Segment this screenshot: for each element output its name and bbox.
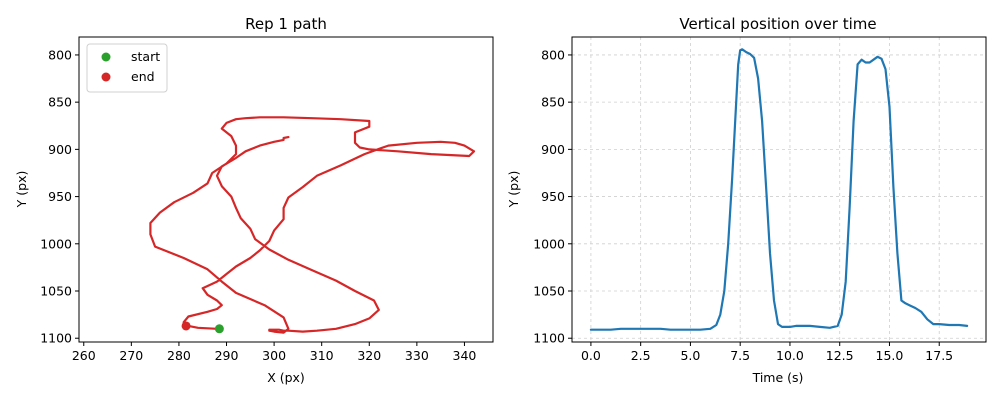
- y-axis-label-right: Y (px): [506, 171, 521, 209]
- left-y-ticks: 800 850 900 950 1000 1050 1100: [40, 47, 79, 346]
- y-axis-label-left: Y (px): [14, 171, 29, 209]
- left-y-tick-label: 1050: [40, 284, 72, 299]
- right-series-line: [589, 48, 969, 331]
- left-x-tick-label: 330: [405, 348, 429, 363]
- x-axis-label-left: X (px): [267, 370, 305, 385]
- right-x-ticks: 0.0 2.5 5.0 7.5 10.0 12.5 15.0 17.5: [581, 342, 953, 363]
- right-axes-frame: [571, 36, 987, 343]
- right-y-tick-label: 1000: [533, 236, 565, 251]
- legend-label-end: end: [131, 69, 155, 84]
- right-x-tick-label: 7.5: [730, 348, 750, 363]
- left-y-tick-label: 1000: [40, 236, 72, 251]
- right-y-tick-label: 850: [541, 95, 565, 110]
- left-axes-frame: [78, 36, 494, 343]
- end-point-marker: [181, 321, 191, 331]
- x-axis-label-right: Time (s): [752, 370, 804, 385]
- chart-vertical-position: Vertical position over time 0.0 2.5 5.0 7.5…: [506, 15, 987, 385]
- legend: start end: [86, 43, 168, 93]
- left-plot-area: [149, 116, 476, 334]
- chart-rep1-path: Rep 1 path 260 270 280 290 300 310 320 330 340 8…: [14, 15, 494, 385]
- right-y-ticks: 800 850 900 950 1000 1050 1100: [533, 47, 572, 346]
- right-x-tick-label: 15.0: [876, 348, 904, 363]
- right-plot-area: [589, 48, 969, 331]
- left-y-tick-label: 850: [48, 95, 72, 110]
- right-x-tick-label: 12.5: [826, 348, 854, 363]
- left-x-tick-label: 260: [72, 348, 96, 363]
- chart-title-left: Rep 1 path: [245, 15, 327, 33]
- legend-label-start: start: [131, 49, 160, 64]
- right-x-tick-label: 2.5: [631, 348, 651, 363]
- right-y-tick-label: 1050: [533, 284, 565, 299]
- left-x-ticks: 260 270 280 290 300 310 320 330 340: [72, 342, 477, 363]
- right-x-tick-label: 5.0: [680, 348, 700, 363]
- start-point-marker: [214, 324, 224, 334]
- left-x-tick-label: 300: [262, 348, 286, 363]
- left-x-tick-label: 290: [215, 348, 239, 363]
- left-x-tick-label: 280: [167, 348, 191, 363]
- right-y-tick-label: 800: [541, 47, 565, 62]
- left-x-tick-label: 270: [119, 348, 143, 363]
- right-y-tick-label: 900: [541, 142, 565, 157]
- left-x-tick-label: 340: [453, 348, 477, 363]
- right-x-tick-label: 0.0: [581, 348, 601, 363]
- legend-marker-end: [101, 72, 111, 82]
- left-x-tick-label: 320: [357, 348, 381, 363]
- left-x-tick-label: 310: [310, 348, 334, 363]
- left-series-line: [149, 116, 476, 334]
- right-x-tick-label: 10.0: [776, 348, 804, 363]
- left-y-tick-label: 900: [48, 142, 72, 157]
- right-x-tick-label: 17.5: [925, 348, 953, 363]
- right-y-tick-label: 950: [541, 189, 565, 204]
- chart-title-right: Vertical position over time: [679, 15, 876, 33]
- right-grid: [572, 37, 986, 342]
- left-y-tick-label: 1100: [40, 331, 72, 346]
- left-y-tick-label: 800: [48, 47, 72, 62]
- left-y-tick-label: 950: [48, 189, 72, 204]
- legend-marker-start: [101, 52, 111, 62]
- right-y-tick-label: 1100: [533, 331, 565, 346]
